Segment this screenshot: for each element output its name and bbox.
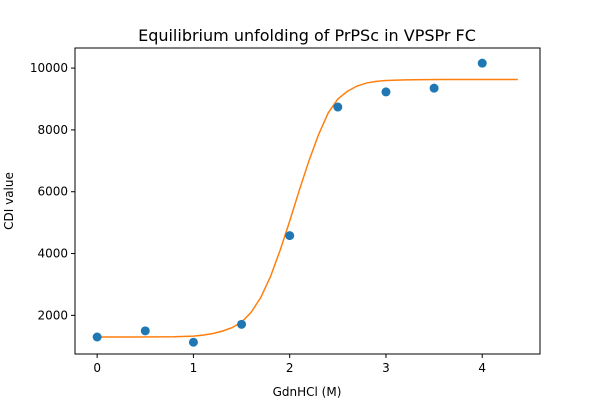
x-tick-label: 2 (286, 361, 294, 375)
chart-title: Equilibrium unfolding of PrPSc in VPSPr … (138, 26, 476, 45)
x-axis-label: GdnHCl (M) (273, 385, 342, 399)
x-tick-label: 0 (93, 361, 101, 375)
x-tick-label: 3 (382, 361, 390, 375)
plot-frame (74, 47, 541, 355)
data-point (477, 58, 487, 68)
y-tick-label: 8000 (37, 123, 68, 137)
x-axis: 0 1 2 3 4 (93, 354, 486, 375)
data-point (381, 87, 391, 97)
data-point (333, 102, 343, 112)
data-point (285, 231, 295, 241)
y-tick-label: 4000 (37, 247, 68, 261)
data-point (92, 332, 102, 342)
y-axis-label: CDI value (2, 172, 16, 230)
y-tick-label: 6000 (37, 185, 68, 199)
y-tick-label: 10000 (30, 61, 68, 75)
data-point (237, 319, 247, 329)
fit-curve-line (97, 78, 518, 338)
data-point (140, 326, 150, 336)
x-tick-label: 4 (478, 361, 486, 375)
y-axis: 2000 4000 6000 8000 10000 (30, 61, 75, 322)
plot-area (92, 58, 518, 347)
y-tick-label: 2000 (37, 308, 68, 322)
data-point (429, 83, 439, 93)
data-point (188, 337, 198, 347)
x-tick-label: 1 (190, 361, 198, 375)
